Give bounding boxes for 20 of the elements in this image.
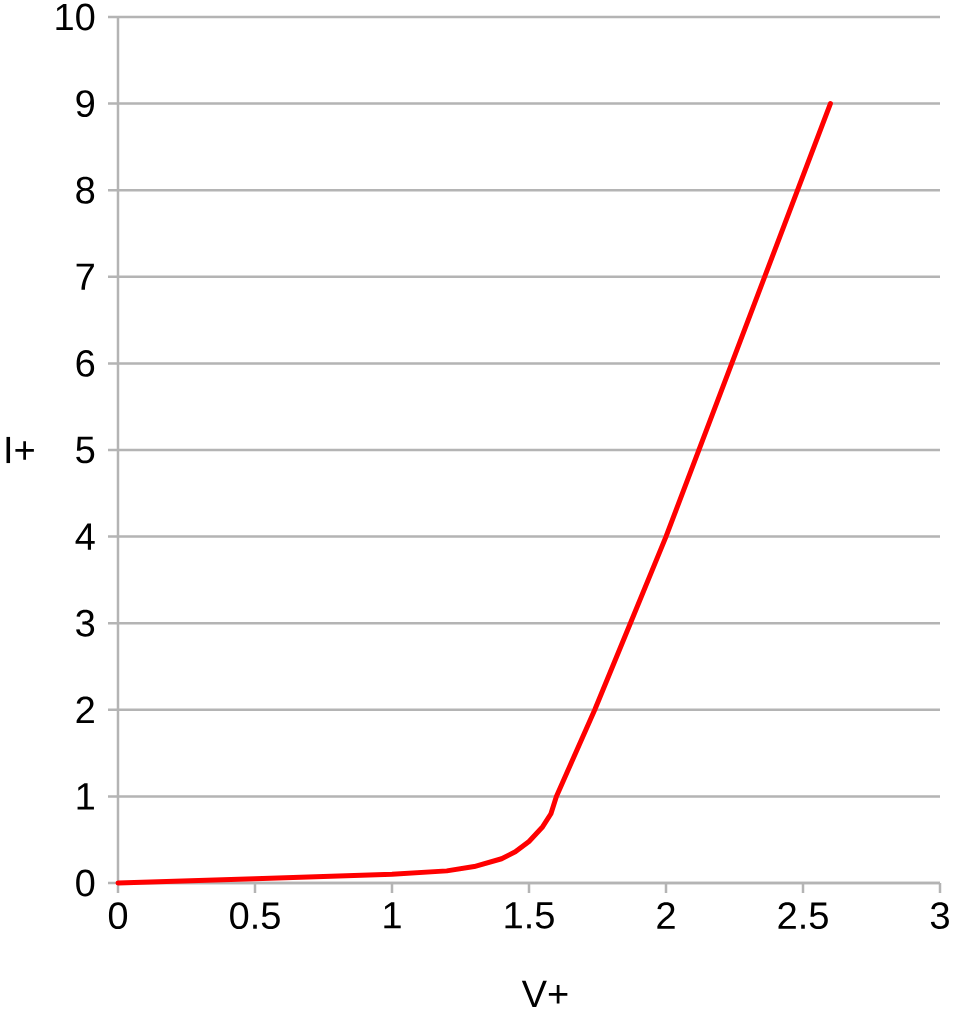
y-tick-label: 5 bbox=[76, 436, 95, 464]
x-tick-label: 2 bbox=[657, 902, 675, 929]
y-tick-label: 10 bbox=[56, 3, 95, 31]
x-tick-label: 1 bbox=[384, 902, 401, 929]
x-axis-title: V+ bbox=[521, 980, 568, 1007]
x-tick-label: 0.5 bbox=[230, 902, 280, 930]
y-tick-label: 7 bbox=[76, 263, 94, 290]
y-tick-label: 4 bbox=[75, 523, 95, 550]
x-tick-label: 0 bbox=[108, 902, 128, 930]
y-tick-label: 1 bbox=[77, 783, 94, 810]
y-tick-label: 3 bbox=[76, 609, 95, 637]
x-tick-label: 1.5 bbox=[505, 902, 554, 929]
y-tick-label: 0 bbox=[76, 869, 95, 897]
y-tick-label: 2 bbox=[76, 696, 94, 724]
y-axis-title: I+ bbox=[6, 436, 34, 464]
x-tick-label: 2.5 bbox=[778, 902, 828, 930]
y-tick-label: 9 bbox=[76, 90, 94, 118]
y-tick-label: 8 bbox=[76, 176, 95, 204]
x-tick-label: 3 bbox=[930, 902, 949, 930]
y-tick-label: 6 bbox=[76, 349, 95, 377]
